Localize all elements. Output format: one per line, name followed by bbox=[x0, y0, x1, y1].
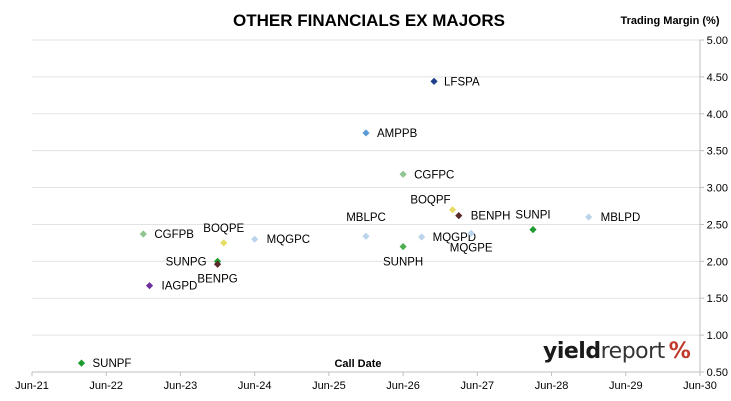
point-label: CGFPC bbox=[414, 169, 454, 181]
y-tick-label: 1.50 bbox=[707, 293, 728, 305]
data-point-mblpc: MBLPC bbox=[346, 212, 386, 240]
data-point-mblpd: MBLPD bbox=[585, 212, 640, 224]
point-marker bbox=[213, 260, 222, 268]
point-label: MBLPC bbox=[346, 212, 386, 224]
point-label: IAGPD bbox=[162, 281, 198, 293]
y-tick-label: 4.50 bbox=[707, 72, 728, 84]
yieldreport-logo: yieldreport% bbox=[543, 339, 691, 364]
point-marker bbox=[362, 129, 370, 137]
logo-word-report: report bbox=[600, 339, 666, 364]
point-marker bbox=[362, 232, 370, 240]
point-marker bbox=[220, 239, 228, 247]
x-tick-label: Jun-28 bbox=[535, 380, 569, 392]
data-point-sunpg: SUNPG bbox=[166, 256, 222, 268]
point-label: BOQPF bbox=[410, 195, 450, 207]
point-marker bbox=[251, 235, 259, 243]
data-point-mqgpc: MQGPC bbox=[251, 234, 310, 246]
point-label: LFSPA bbox=[444, 76, 480, 88]
y-tick-label: 2.00 bbox=[707, 256, 728, 268]
data-point-amppb: AMPPB bbox=[362, 128, 418, 140]
y-tick-labels: 0.50 1.00 1.50 2.00 2.50 3.00 3.50 4.00 4.50 5.00 bbox=[700, 35, 728, 379]
y-tick-label: 0.50 bbox=[707, 367, 728, 379]
data-point-sunph: SUNPH bbox=[383, 242, 423, 269]
point-marker bbox=[399, 242, 407, 251]
data-point-benph: BENPH bbox=[455, 211, 510, 223]
point-marker bbox=[418, 233, 426, 241]
point-marker bbox=[467, 229, 475, 237]
x-tick-label: Jun-22 bbox=[89, 380, 123, 392]
y-tick-label: 3.00 bbox=[707, 183, 728, 195]
point-label: CGFPB bbox=[154, 229, 194, 241]
point-label: SUNPF bbox=[92, 358, 131, 370]
data-point-iagpd: IAGPD bbox=[145, 281, 198, 293]
point-label: MQGPC bbox=[267, 234, 310, 246]
data-points: LFSPA AMPPB CGFPC BOQPF BENPH SUNPI MBLPD CGFPB… bbox=[77, 76, 640, 370]
point-marker bbox=[529, 226, 537, 234]
point-marker bbox=[399, 170, 407, 178]
y-tick-label: 3.50 bbox=[707, 146, 728, 158]
point-marker bbox=[585, 213, 593, 221]
point-label: SUNPI bbox=[515, 210, 550, 222]
point-label: BENPG bbox=[197, 273, 237, 285]
x-tick-label: Jun-26 bbox=[386, 380, 420, 392]
x-tick-label: Jun-25 bbox=[312, 380, 346, 392]
x-tick-labels: Jun-21 Jun-22 Jun-23 Jun-24 Jun-25 Jun-26 Jun-… bbox=[15, 372, 717, 392]
y-axis-title: Trading Margin (%) bbox=[621, 15, 720, 27]
x-tick-label: Jun-21 bbox=[15, 380, 49, 392]
point-marker bbox=[455, 211, 463, 220]
data-point-cgfpb: CGFPB bbox=[139, 229, 194, 241]
point-label: BENPH bbox=[471, 211, 511, 223]
data-point-cgfpc: CGFPC bbox=[399, 169, 454, 181]
x-tick-label: Jun-23 bbox=[164, 380, 198, 392]
x-axis-title: Call Date bbox=[334, 358, 381, 370]
point-label: SUNPH bbox=[383, 257, 423, 269]
point-label: MQGPE bbox=[450, 242, 493, 254]
y-tick-label: 2.50 bbox=[707, 219, 728, 231]
point-marker bbox=[139, 230, 147, 238]
data-point-mqgpe: MQGPE bbox=[450, 229, 493, 254]
y-tick-label: 1.00 bbox=[707, 330, 728, 342]
data-point-boqpe: BOQPE bbox=[203, 223, 245, 247]
data-point-lfspa: LFSPA bbox=[430, 76, 480, 88]
point-label: SUNPG bbox=[166, 256, 207, 268]
point-marker bbox=[448, 206, 457, 214]
data-point-sunpf: SUNPF bbox=[77, 358, 131, 370]
data-point-benpg: BENPG bbox=[197, 260, 238, 285]
y-tick-label: 4.00 bbox=[707, 109, 728, 121]
logo-word-yield: yield bbox=[543, 339, 601, 364]
gridlines bbox=[32, 39, 700, 336]
data-point-sunpi: SUNPI bbox=[515, 210, 551, 234]
point-marker bbox=[145, 282, 154, 290]
point-label: MBLPD bbox=[601, 212, 641, 224]
x-tick-label: Jun-30 bbox=[683, 380, 717, 392]
logo-percent-sign: % bbox=[668, 339, 691, 364]
point-marker bbox=[430, 77, 438, 85]
x-tick-label: Jun-29 bbox=[609, 380, 643, 392]
chart-title: OTHER FINANCIALS EX MAJORS bbox=[233, 11, 505, 30]
y-tick-label: 5.00 bbox=[707, 35, 728, 47]
point-label: BOQPE bbox=[203, 223, 244, 235]
point-marker bbox=[77, 359, 86, 367]
x-tick-label: Jun-27 bbox=[461, 380, 495, 392]
x-tick-label: Jun-24 bbox=[238, 380, 272, 392]
point-label: MQGPD bbox=[433, 232, 476, 244]
data-point-boqpf: BOQPF bbox=[410, 195, 457, 214]
data-point-mqgpd: MQGPD bbox=[418, 232, 476, 244]
point-label: AMPPB bbox=[377, 128, 418, 140]
